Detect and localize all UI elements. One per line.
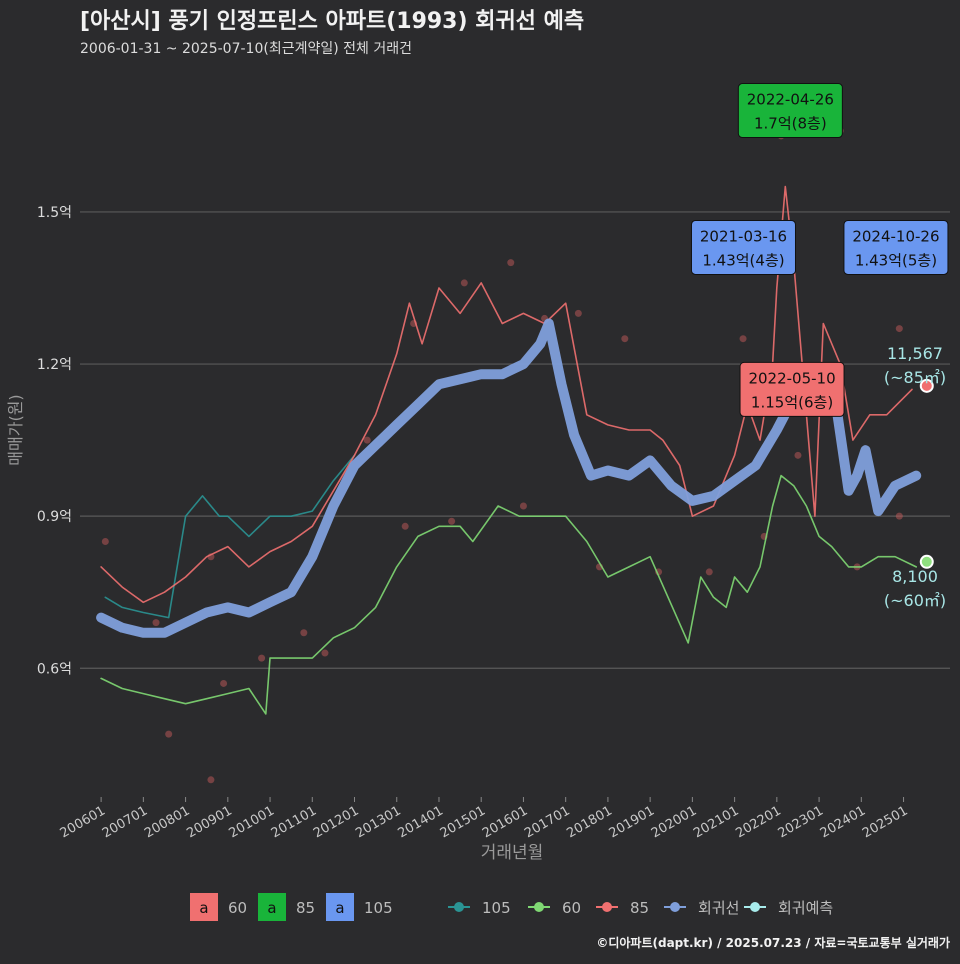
annotation-date: 2022-04-26 [747,91,834,109]
annotation-price: 1.15억(6층) [751,393,833,411]
legend-swatch [326,893,354,921]
data-point [401,522,409,530]
annotation-box [690,219,796,275]
prediction-area: (~85㎡) [884,368,946,387]
data-point [300,629,308,637]
series-line-60 [100,474,917,715]
x-tick-label: 202301 [776,803,826,841]
legend-label: 85 [296,899,315,917]
annotation-box [737,83,843,139]
series-line-105 [104,454,356,619]
x-tick-label: 202001 [649,803,699,841]
y-tick-label: 1.2억 [37,357,72,373]
data-point [220,679,228,687]
prediction-value: 11,567 [887,344,943,363]
legend-label: 60 [228,899,247,917]
legend-swatch [258,893,286,921]
annotation-box [843,219,949,275]
x-tick-label: 202401 [818,803,868,841]
legend-label: 85 [630,899,649,917]
y-axis-label: 매매가(원) [6,394,25,465]
legend-label: 105 [482,899,511,917]
series-line-85 [100,185,913,604]
data-point [448,517,456,525]
x-tick-label: 202201 [733,803,783,841]
legend-dot [750,902,760,912]
annotation-price: 1.43억(4층) [702,251,784,269]
data-point [519,502,527,510]
data-point [739,335,747,343]
data-point [705,568,713,576]
legend-swatch [190,893,218,921]
x-tick-label: 201401 [395,803,445,841]
annotation-price: 1.7억(8층) [754,115,827,133]
annotation-date: 2024-10-26 [852,227,939,245]
data-point [460,279,468,287]
x-tick-label: 202101 [691,803,741,841]
legend-label: 회귀선 [698,899,739,917]
annotation-date: 2021-03-16 [700,227,787,245]
legend-swatch-letter: a [267,899,276,917]
legend-swatch-letter: a [199,899,208,917]
legend-dot [454,902,464,912]
data-point [101,538,109,546]
annotation-box [739,361,845,417]
chart-subtitle: 2006-01-31 ~ 2025-07-10(최근계약일) 전체 거래건 [80,41,412,57]
x-tick-label: 201801 [564,803,614,841]
y-tick-label: 1.5억 [37,205,72,221]
x-tick-label: 200601 [58,803,108,841]
x-tick-label: 200901 [184,803,234,841]
annotation-date: 2022-05-10 [748,369,835,387]
legend-label: 60 [562,899,581,917]
legend-dot [670,902,680,912]
data-point [794,451,802,459]
data-point [165,730,173,738]
x-axis-label: 거래년월 [481,843,544,863]
x-tick-label: 201201 [311,803,361,841]
legend-label: 회귀예측 [778,899,833,917]
x-tick-label: 201101 [269,803,319,841]
x-tick-label: 201901 [607,803,657,841]
y-tick-label: 0.9억 [37,509,72,525]
data-point [152,619,160,627]
data-point [621,335,629,343]
legend-dot [602,902,612,912]
x-tick-label: 200801 [142,803,192,841]
x-tick-label: 201001 [227,803,277,841]
x-tick-label: 200701 [100,803,150,841]
chart-title: [아산시] 풍기 인정프린스 아파트(1993) 회귀선 예측 [80,9,584,34]
data-point [363,436,371,444]
x-tick-label: 201501 [438,803,488,841]
x-tick-label: 202501 [860,803,910,841]
prediction-value: 8,100 [892,567,938,586]
legend-dot [534,902,544,912]
credit-text: ©디아파트(dapt.kr) / 2025.07.23 / 자료=국토교통부 실… [596,935,950,950]
data-point [321,649,329,657]
y-tick-label: 0.6억 [37,661,72,677]
data-point [895,325,903,333]
prediction-marker [919,554,934,569]
x-tick-label: 201701 [522,803,572,841]
legend-swatch-letter: a [335,899,344,917]
prediction-area: (~60㎡) [884,591,946,610]
data-point [895,512,903,520]
x-tick-label: 201601 [480,803,530,841]
data-point [258,654,266,662]
prediction-marker [919,378,934,393]
data-point [507,259,515,267]
data-point [207,776,215,784]
data-point [574,309,582,317]
annotation-price: 1.43억(5층) [855,251,937,269]
x-tick-label: 201301 [353,803,403,841]
legend-label: 105 [364,899,393,917]
